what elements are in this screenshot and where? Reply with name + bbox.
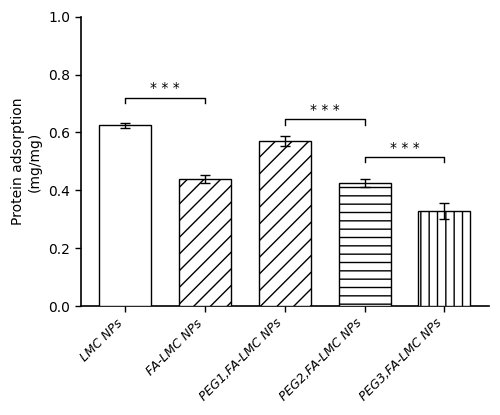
- Y-axis label: Protein adsorption
(mg/mg): Protein adsorption (mg/mg): [11, 98, 42, 225]
- Bar: [99, 125, 151, 306]
- Bar: [338, 183, 390, 306]
- Text: * * *: * * *: [310, 103, 340, 117]
- Text: * * *: * * *: [390, 141, 420, 155]
- Bar: [418, 211, 470, 306]
- Bar: [179, 179, 231, 306]
- Bar: [259, 141, 310, 306]
- Text: * * *: * * *: [150, 81, 180, 95]
